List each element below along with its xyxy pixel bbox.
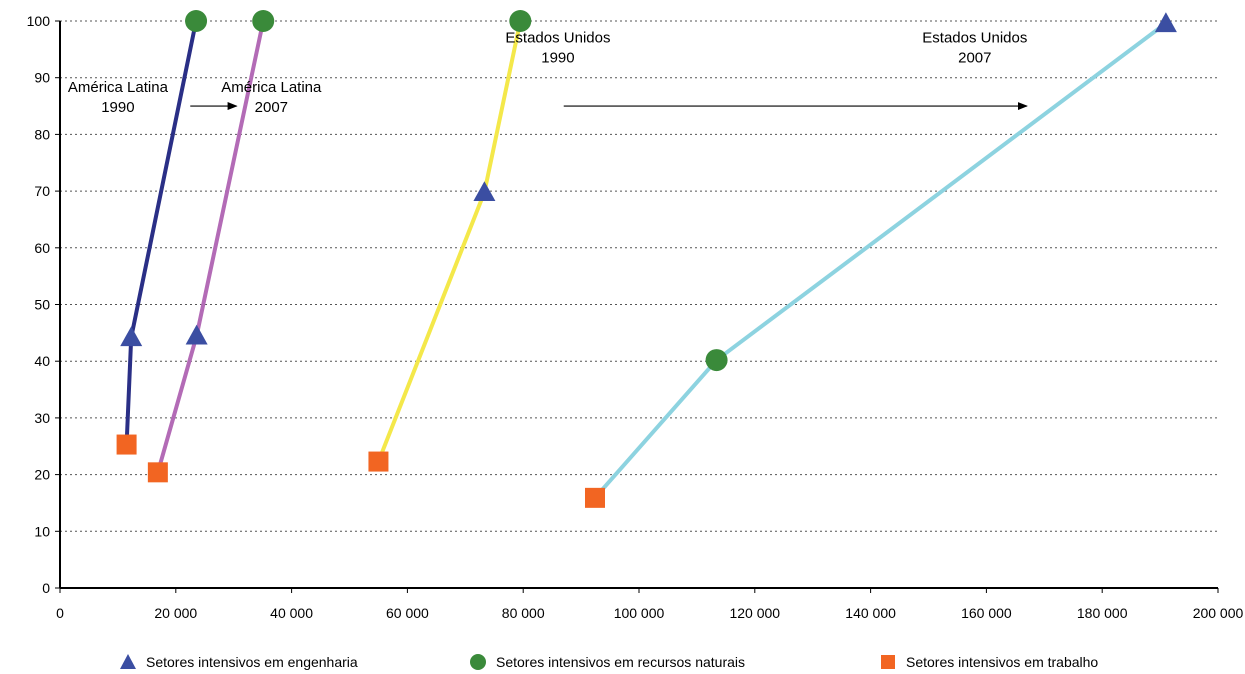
annotation-line: 2007 xyxy=(958,50,991,67)
x-tick-label: 160 000 xyxy=(961,605,1012,621)
y-tick-label: 100 xyxy=(27,13,51,29)
x-tick-label: 180 000 xyxy=(1077,605,1128,621)
data-point-triangle xyxy=(120,326,143,347)
y-tick-label: 0 xyxy=(42,580,50,596)
y-tick-label: 90 xyxy=(34,70,50,86)
data-point-square xyxy=(584,487,605,508)
data-point-square xyxy=(116,434,137,455)
axis-layer: 0 10 20 30 40 50 60 70 80 90 100 0 20 000 40 000 60 00… xyxy=(27,13,1244,621)
x-tick-label: 0 xyxy=(56,605,64,621)
legend-label: Setores intensivos em trabalho xyxy=(906,654,1099,670)
annotation-label: América Latina 2007 xyxy=(221,79,322,116)
x-tick-label: 140 000 xyxy=(845,605,896,621)
legend-item-trabalho: Setores intensivos em trabalho xyxy=(878,652,1098,672)
y-tick-label: 30 xyxy=(34,410,50,426)
data-point-triangle xyxy=(473,181,496,202)
annotation-label: Estados Unidos 1990 xyxy=(505,30,610,67)
y-tick-label: 40 xyxy=(34,353,50,369)
legend-item-engenharia: Setores intensivos em engenharia xyxy=(118,652,358,672)
x-tick-label: 80 000 xyxy=(502,605,545,621)
marker-layer xyxy=(116,10,1177,508)
legend-label: Setores intensivos em engenharia xyxy=(146,654,358,670)
triangle-icon xyxy=(118,652,138,672)
legend-item-recursos-naturais: Setores intensivos em recursos naturais xyxy=(468,652,745,672)
data-point-circle xyxy=(705,349,728,372)
data-point-circle xyxy=(252,10,275,32)
circle-icon xyxy=(468,652,488,672)
annotation-line: 1990 xyxy=(101,99,134,116)
x-tick-label: 60 000 xyxy=(386,605,429,621)
x-tick-label: 200 000 xyxy=(1193,605,1244,621)
series-line xyxy=(376,19,523,464)
y-tick-label: 70 xyxy=(34,183,50,199)
chart-legend: Setores intensivos em engenharia Setores… xyxy=(0,652,1245,674)
annotation-label: América Latina 1990 xyxy=(68,79,169,116)
annotation-line: América Latina xyxy=(221,79,322,96)
y-tick-label: 10 xyxy=(34,523,50,539)
series-line xyxy=(592,21,1168,500)
y-tick-label: 50 xyxy=(34,297,50,313)
legend-label: Setores intensivos em recursos naturais xyxy=(496,654,745,670)
annotation-line: 2007 xyxy=(255,99,288,116)
annotation-line: 1990 xyxy=(541,50,574,67)
x-tick-label: 20 000 xyxy=(154,605,197,621)
data-point-square xyxy=(368,451,389,472)
y-tick-label: 20 xyxy=(34,467,50,483)
x-tick-label: 120 000 xyxy=(729,605,780,621)
data-point-circle xyxy=(509,10,532,32)
x-tick-label: 100 000 xyxy=(614,605,665,621)
data-point-circle xyxy=(185,10,208,32)
annotation-line: Estados Unidos xyxy=(505,30,610,47)
data-point-triangle xyxy=(185,324,208,345)
data-point-square xyxy=(147,462,168,483)
grid-layer xyxy=(60,20,1218,532)
square-icon xyxy=(878,652,898,672)
x-tick-label: 40 000 xyxy=(270,605,313,621)
annotation-line: América Latina xyxy=(68,79,169,96)
annotation-label: Estados Unidos 2007 xyxy=(922,30,1027,67)
annotation-line: Estados Unidos xyxy=(922,30,1027,47)
y-tick-label: 60 xyxy=(34,240,50,256)
line-chart: 0 10 20 30 40 50 60 70 80 90 100 0 20 000 40 000 60 00… xyxy=(27,10,1244,621)
y-tick-label: 80 xyxy=(34,126,50,142)
data-point-triangle xyxy=(1154,12,1177,33)
